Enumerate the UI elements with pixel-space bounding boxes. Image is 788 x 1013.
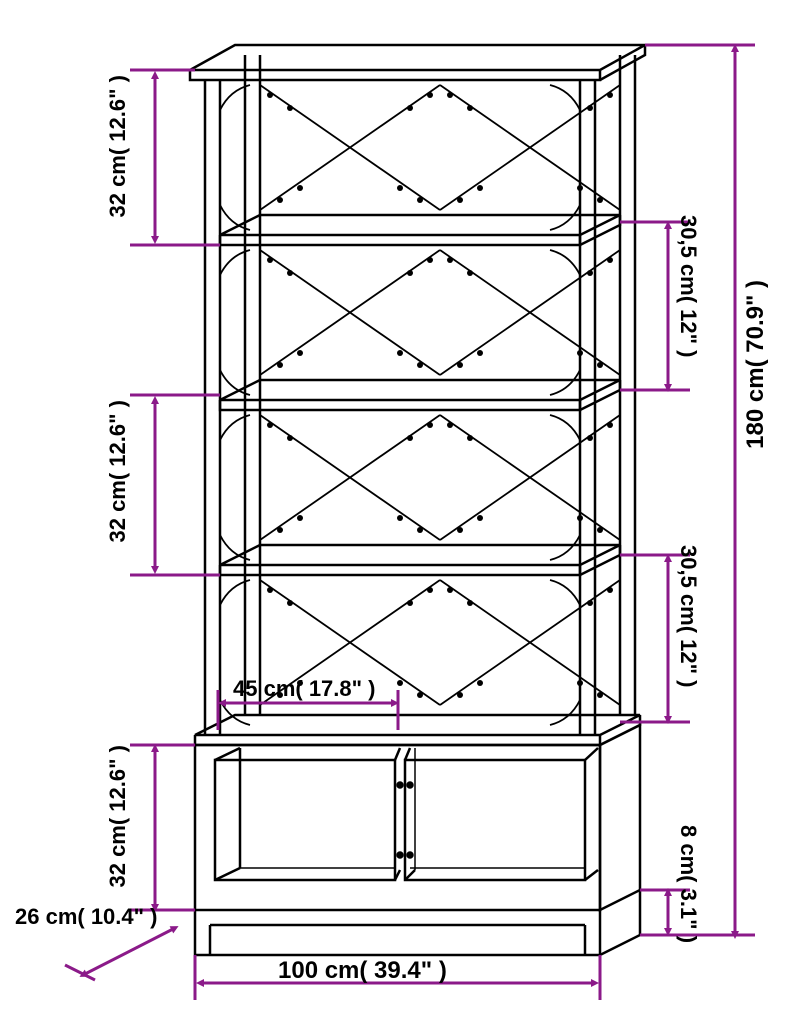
shelf-outline (190, 45, 645, 955)
dim-base-height: 8 cm( 3.1" ) (675, 825, 701, 943)
dim-height-total: 180 cm( 70.9" ) (742, 280, 770, 449)
dim-shelf-2: 32 cm( 12.6" ) (105, 400, 131, 543)
dim-depth: 26 cm( 10.4" ) (15, 905, 185, 929)
dim-width: 100 cm( 39.4" ) (278, 957, 447, 985)
dim-shelf-r2: 30,5 cm( 12" ) (675, 545, 701, 688)
diagram-container: 180 cm( 70.9" ) 32 cm( 12.6" ) 32 cm( 12… (0, 0, 788, 1013)
dim-shelf-r1: 30,5 cm( 12" ) (675, 215, 701, 358)
dim-shelf-3: 32 cm( 12.6" ) (105, 745, 131, 888)
dim-shelf-1: 32 cm( 12.6" ) (105, 75, 131, 218)
dim-compartment: 45 cm( 17.8" ) (233, 676, 376, 702)
